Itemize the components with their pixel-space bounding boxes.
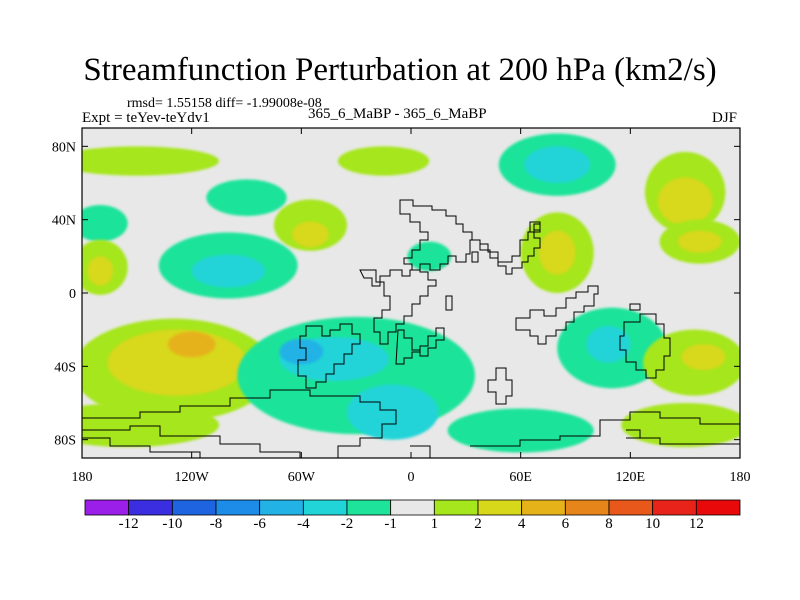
field-layer bbox=[82, 133, 740, 453]
stats-label: rmsd= 1.55158 diff= -1.99008e-08 bbox=[127, 96, 322, 111]
x-tick-label: 0 bbox=[408, 470, 415, 485]
island-outline-1 bbox=[445, 295, 453, 311]
x-tick-label: 120E bbox=[616, 470, 646, 485]
colorbar-swatch bbox=[564, 499, 610, 516]
field-contour-17 bbox=[538, 230, 576, 275]
y-tick-label: 80S bbox=[54, 434, 76, 449]
field-contour-6 bbox=[657, 177, 713, 226]
field-contour-10 bbox=[292, 221, 329, 248]
colorbar-swatch bbox=[390, 499, 435, 516]
colorbar-label: -10 bbox=[162, 516, 183, 532]
colorbar-swatch bbox=[128, 499, 173, 516]
colorbar bbox=[84, 499, 741, 516]
colorbar-label: -1 bbox=[384, 516, 397, 532]
center-label: 365_6_MaBP - 365_6_MaBP bbox=[308, 106, 487, 122]
y-tick-label: 40N bbox=[52, 214, 76, 229]
colorbar-label: 8 bbox=[605, 516, 613, 532]
x-tick-label: 60W bbox=[288, 470, 316, 485]
axis-ticks: 180 120W 60W 0 60E 120E 180 80N 40N 0 40S 80S bbox=[52, 128, 751, 485]
field-contour-28 bbox=[586, 326, 631, 363]
continent-outline-west bbox=[359, 269, 437, 345]
island-outline-4 bbox=[471, 251, 479, 263]
colorbar-swatch bbox=[302, 499, 348, 516]
field-contour-4 bbox=[524, 146, 591, 184]
colorbar-swatch bbox=[608, 499, 654, 516]
colorbar-label: -4 bbox=[297, 516, 310, 532]
colorbar-label: -2 bbox=[340, 516, 354, 532]
season-label: DJF bbox=[712, 110, 738, 126]
continent-outline-east bbox=[487, 367, 513, 405]
colorbar-label: 4 bbox=[517, 516, 526, 532]
colorbar-label: 10 bbox=[645, 516, 661, 532]
island-outline-3 bbox=[629, 303, 641, 311]
field-contour-13 bbox=[191, 254, 265, 288]
coastline-layer bbox=[82, 199, 740, 458]
experiment-label: Expt = teYev-teYdv1 bbox=[82, 110, 210, 126]
x-tick-label: 120W bbox=[175, 470, 210, 485]
field-contour-1 bbox=[82, 146, 220, 176]
colorbar-label: -6 bbox=[253, 516, 266, 532]
colorbar-swatch bbox=[346, 499, 392, 516]
colorbar-swatch bbox=[695, 499, 741, 516]
colorbar-label: -12 bbox=[118, 516, 139, 532]
colorbar-label: 6 bbox=[561, 516, 570, 532]
x-tick-label: 180 bbox=[72, 470, 93, 485]
field-contour-33 bbox=[621, 403, 740, 447]
colorbar-label: -8 bbox=[209, 516, 223, 532]
field-contour-32 bbox=[447, 408, 594, 453]
continent-outline-southwest bbox=[297, 323, 361, 389]
colorbar-label: 1 bbox=[430, 516, 439, 532]
antarctica-outline bbox=[82, 389, 740, 458]
colorbar-label: 2 bbox=[474, 516, 482, 532]
field-contour-2 bbox=[337, 146, 430, 176]
field-contour-8 bbox=[82, 205, 128, 242]
continent-outline-north bbox=[399, 199, 541, 275]
continent-outline-south-america bbox=[395, 327, 445, 365]
field-contour-22 bbox=[167, 331, 216, 358]
colorbar-swatch bbox=[84, 499, 130, 516]
field-contour-26 bbox=[279, 338, 324, 365]
x-tick-label: 180 bbox=[730, 470, 751, 485]
island-outline-2 bbox=[529, 221, 541, 233]
field-contour-30 bbox=[681, 344, 726, 370]
x-tick-label: 60E bbox=[509, 470, 532, 485]
colorbar-swatch bbox=[171, 499, 217, 516]
field-contour-15 bbox=[87, 256, 114, 286]
y-tick-label: 0 bbox=[69, 287, 76, 302]
colorbar-swatch bbox=[433, 499, 479, 516]
continent-outline-australia bbox=[619, 313, 671, 379]
colorbar-swatch bbox=[215, 499, 261, 516]
colorbar-swatch bbox=[477, 499, 523, 516]
field-contour-7 bbox=[206, 179, 287, 217]
chart-title: Streamfunction Perturbation at 200 hPa (… bbox=[83, 52, 717, 88]
colorbar-label: 12 bbox=[688, 516, 704, 532]
y-tick-label: 80N bbox=[52, 140, 76, 155]
colorbar-swatch bbox=[259, 499, 304, 516]
field-contour-11 bbox=[407, 241, 452, 271]
colorbar-swatch bbox=[652, 499, 697, 516]
y-tick-label: 40S bbox=[54, 360, 76, 375]
continent-outline-asia bbox=[515, 285, 599, 345]
field-contour-19 bbox=[677, 230, 722, 253]
colorbar-swatch bbox=[521, 499, 566, 516]
field-contour-25 bbox=[347, 384, 439, 440]
